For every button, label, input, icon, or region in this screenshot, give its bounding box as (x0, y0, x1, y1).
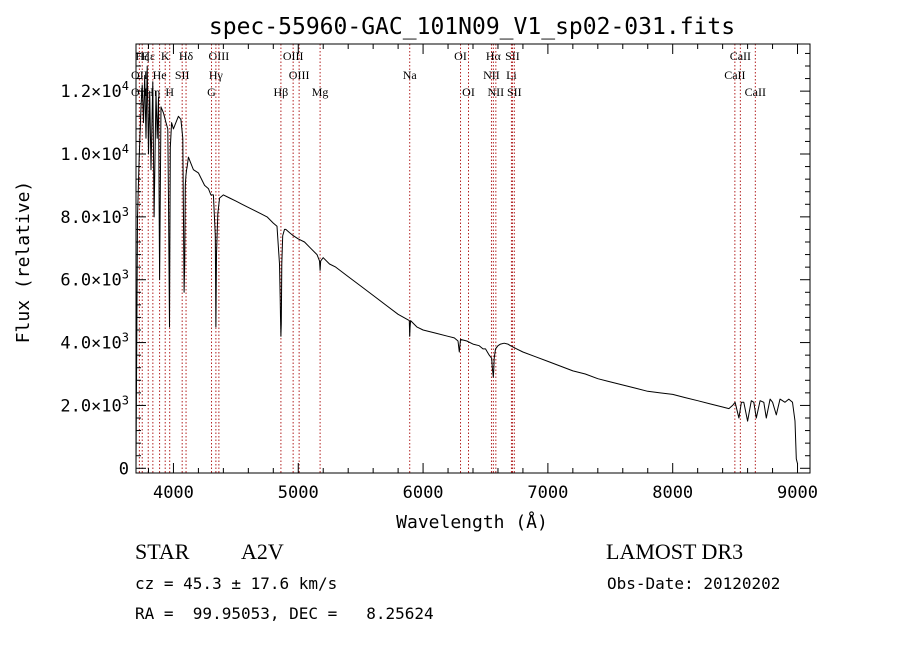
plot-frame (135, 43, 811, 474)
y-tick-label: 1.0×104 (60, 142, 129, 165)
line-marker-label: OI (454, 49, 467, 63)
line-marker-label: Hδ (179, 49, 194, 63)
line-marker-label: SII (507, 85, 522, 99)
line-marker-label: CaII (730, 49, 751, 63)
line-marker-label: CaII (745, 85, 766, 99)
y-tick-label: 0 (119, 459, 129, 479)
line-marker-label: Mg (312, 85, 329, 99)
line-marker-label: CaII (724, 68, 745, 82)
line-marker-label: He (153, 68, 167, 82)
survey-name: LAMOST DR3 (606, 539, 744, 564)
y-tick-label: 4.0×103 (60, 331, 129, 354)
y-tick-label: 1.2×104 (60, 79, 129, 102)
line-marker-label: Hβ (274, 85, 289, 99)
line-marker-label: OIII (209, 49, 230, 63)
spectrum-line (135, 65, 798, 469)
x-tick-label: 6000 (403, 483, 444, 503)
x-tick-label: 5000 (278, 483, 319, 503)
y-axis-label: Flux (relative) (13, 181, 34, 344)
y-tick-label: 2.0×103 (60, 393, 129, 416)
line-marker-label: NII (488, 85, 505, 99)
line-marker-label: Li (506, 68, 517, 82)
ra-dec: RA = 99.95053, DEC = 8.25624 (135, 604, 434, 623)
line-marker-label: Na (403, 68, 418, 82)
line-marker-label: K (161, 49, 170, 63)
object-class: STAR (135, 539, 190, 564)
line-marker-label: OI (462, 85, 475, 99)
obs-date: Obs-Date: 20120202 (607, 574, 781, 593)
y-tick-label: 6.0×103 (60, 268, 129, 291)
x-tick-label: 9000 (777, 483, 818, 503)
axes: 4000 5000 6000 7000 8000 9000 0 2.0×103 4.0×103 6… (60, 44, 818, 503)
line-marker-label: OIII (283, 49, 304, 63)
x-tick-label: 8000 (652, 483, 693, 503)
chart-title: spec-55960-GAC_101N09_V1_sp02-031.fits (209, 14, 735, 40)
line-marker-label: Hε (141, 49, 155, 63)
y-tick-label: 8.0×103 (60, 205, 129, 228)
x-tick-label: 7000 (527, 483, 568, 503)
line-marker-label: NII (483, 68, 500, 82)
line-marker-label: SII (175, 68, 190, 82)
line-marker-label: SII (505, 49, 520, 63)
line-marker-label: H (165, 85, 174, 99)
line-marker-label: OII (131, 85, 148, 99)
line-marker-label: Hζ (135, 49, 149, 63)
line-marker-label: OIII (289, 68, 310, 82)
line-marker-label: G (207, 85, 216, 99)
spectrum-series (135, 65, 798, 469)
line-marker-label: Hα (486, 49, 502, 63)
x-tick-label: 4000 (153, 483, 194, 503)
redshift-cz: cz = 45.3 ± 17.6 km/s (135, 574, 338, 593)
x-axis-label: Wavelength (Å) (396, 511, 548, 533)
object-subclass: A2V (241, 539, 284, 564)
line-marker-label: OII (131, 68, 148, 82)
line-marker-label: Hγ (209, 68, 224, 82)
